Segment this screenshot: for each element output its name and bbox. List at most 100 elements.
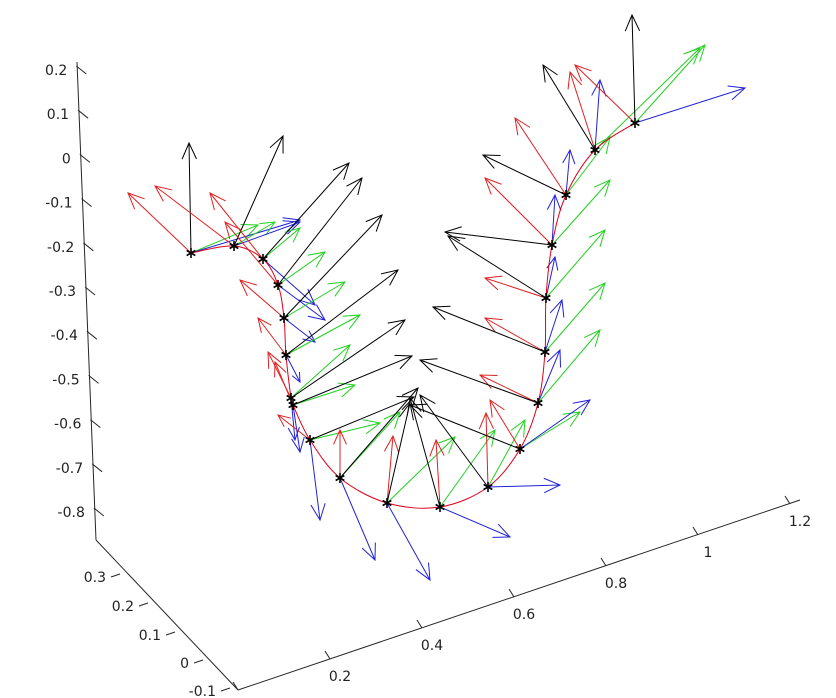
y-tick-mark bbox=[138, 602, 149, 607]
normal-arrow bbox=[546, 193, 562, 246]
z-tick-label: 0.2 bbox=[45, 63, 67, 79]
z-tick-mark bbox=[91, 463, 103, 473]
normal-arrow bbox=[487, 477, 562, 494]
binormal-arrow bbox=[634, 44, 706, 124]
x-tick-label: 0.8 bbox=[605, 576, 627, 592]
normal-arrow bbox=[262, 258, 316, 306]
x-tick-mark bbox=[232, 681, 239, 691]
tangent-arrow bbox=[209, 192, 264, 260]
space-curve bbox=[190, 122, 636, 509]
frame-vector-arrow bbox=[181, 141, 197, 254]
y-tick-mark bbox=[193, 659, 204, 664]
z-tick-label: -0.1 bbox=[45, 196, 72, 212]
z-tick-label: -0.5 bbox=[52, 372, 79, 388]
curve-point-marker bbox=[279, 313, 289, 323]
curve-point-marker bbox=[286, 393, 296, 403]
binormal-arrow bbox=[290, 344, 351, 399]
y-tick-label: 0 bbox=[180, 656, 189, 672]
x-tick-mark bbox=[692, 526, 699, 536]
frame-vector-arrow bbox=[408, 403, 521, 450]
x-axis-line bbox=[237, 499, 801, 691]
tangent-arrow bbox=[277, 414, 311, 441]
frame-arrows bbox=[127, 13, 747, 582]
x-tick-mark bbox=[508, 588, 515, 598]
binormal-arrow bbox=[292, 382, 357, 406]
binormal-arrow bbox=[487, 418, 526, 488]
tangent-arrow bbox=[127, 192, 192, 254]
binormal-arrow bbox=[544, 282, 606, 353]
frame-vector-arrow bbox=[339, 387, 419, 479]
tangent-arrow bbox=[489, 398, 521, 450]
z-tick-mark bbox=[93, 507, 105, 517]
z-tick-label: -0.4 bbox=[51, 328, 78, 344]
x-tick-label: 1 bbox=[704, 545, 713, 561]
z-tick-label: 0.1 bbox=[47, 107, 69, 123]
curve-point-marker bbox=[273, 280, 283, 290]
tangent-arrow bbox=[257, 317, 287, 356]
tick-labels: 0.20.10-0.1-0.2-0.3-0.4-0.5-0.6-0.7-0.80… bbox=[45, 63, 811, 698]
binormal-arrow bbox=[545, 229, 606, 299]
x-tick-mark bbox=[600, 557, 607, 567]
binormal-arrow bbox=[565, 136, 611, 196]
frame-vector-arrow bbox=[446, 235, 547, 299]
curve-point-marker bbox=[547, 240, 557, 250]
axes bbox=[76, 61, 801, 692]
curve-point-marker bbox=[382, 498, 392, 508]
y-axis-line bbox=[95, 539, 239, 691]
x-tick-mark bbox=[784, 495, 791, 505]
normal-arrow bbox=[591, 78, 607, 151]
z-tick-mark bbox=[76, 65, 87, 75]
curve-point-marker bbox=[335, 473, 345, 483]
curve-point-marker bbox=[258, 254, 268, 264]
curve-point-marker bbox=[281, 350, 291, 360]
normal-arrow bbox=[634, 85, 747, 124]
normal-arrow bbox=[544, 298, 565, 353]
curve-point-marker bbox=[533, 398, 543, 408]
curve-point-marker bbox=[186, 248, 196, 258]
tangent-arrow bbox=[478, 411, 495, 488]
frame-vector-arrow bbox=[443, 226, 553, 246]
binormal-arrow bbox=[537, 329, 601, 404]
binormal-arrow bbox=[386, 436, 456, 504]
z-tick-label: -0.8 bbox=[58, 505, 85, 521]
x-tick-label: 0.6 bbox=[513, 607, 535, 623]
normal-arrow bbox=[519, 399, 591, 450]
tangent-arrow bbox=[484, 177, 553, 246]
binormal-arrow bbox=[519, 411, 582, 450]
y-tick-mark bbox=[165, 631, 176, 636]
normal-arrow bbox=[537, 348, 562, 404]
normal-arrow bbox=[283, 317, 316, 343]
z-axis-line bbox=[76, 61, 97, 541]
y-tick-label: -0.1 bbox=[189, 684, 216, 698]
binormal-arrow bbox=[233, 221, 277, 247]
normal-arrow bbox=[277, 284, 326, 321]
tangent-arrow bbox=[429, 438, 445, 508]
tangent-arrow bbox=[383, 434, 400, 504]
binormal-arrow bbox=[262, 227, 301, 260]
frame-vector-arrow bbox=[290, 319, 407, 399]
frame-vector-arrow bbox=[481, 154, 567, 196]
binormal-arrow bbox=[309, 419, 382, 441]
curve-point-marker bbox=[483, 482, 493, 492]
z-tick-label: 0 bbox=[62, 151, 71, 167]
z-tick-mark bbox=[88, 375, 99, 384]
normal-arrow bbox=[439, 506, 512, 538]
tangent-arrow bbox=[154, 185, 235, 247]
curve-point-marker bbox=[305, 435, 315, 445]
tangent-arrow bbox=[574, 64, 636, 124]
z-tick-mark bbox=[84, 286, 96, 296]
frame-vector-arrow bbox=[406, 396, 441, 508]
frame-vector-arrow bbox=[386, 401, 414, 504]
x-tick-mark bbox=[324, 650, 331, 660]
normal-arrow bbox=[285, 354, 301, 384]
frame-vector-arrow bbox=[431, 305, 546, 353]
frame-vector-arrow bbox=[285, 269, 399, 356]
tangent-arrow bbox=[567, 70, 596, 151]
binormal-arrow bbox=[551, 179, 611, 246]
binormal-arrow bbox=[439, 429, 496, 508]
frame-vector-arrow bbox=[262, 162, 350, 260]
binormal-arrow bbox=[285, 314, 362, 356]
curve-point-marker bbox=[590, 145, 600, 155]
frame-vector-arrow bbox=[418, 358, 539, 404]
normal-arrow bbox=[386, 502, 431, 582]
